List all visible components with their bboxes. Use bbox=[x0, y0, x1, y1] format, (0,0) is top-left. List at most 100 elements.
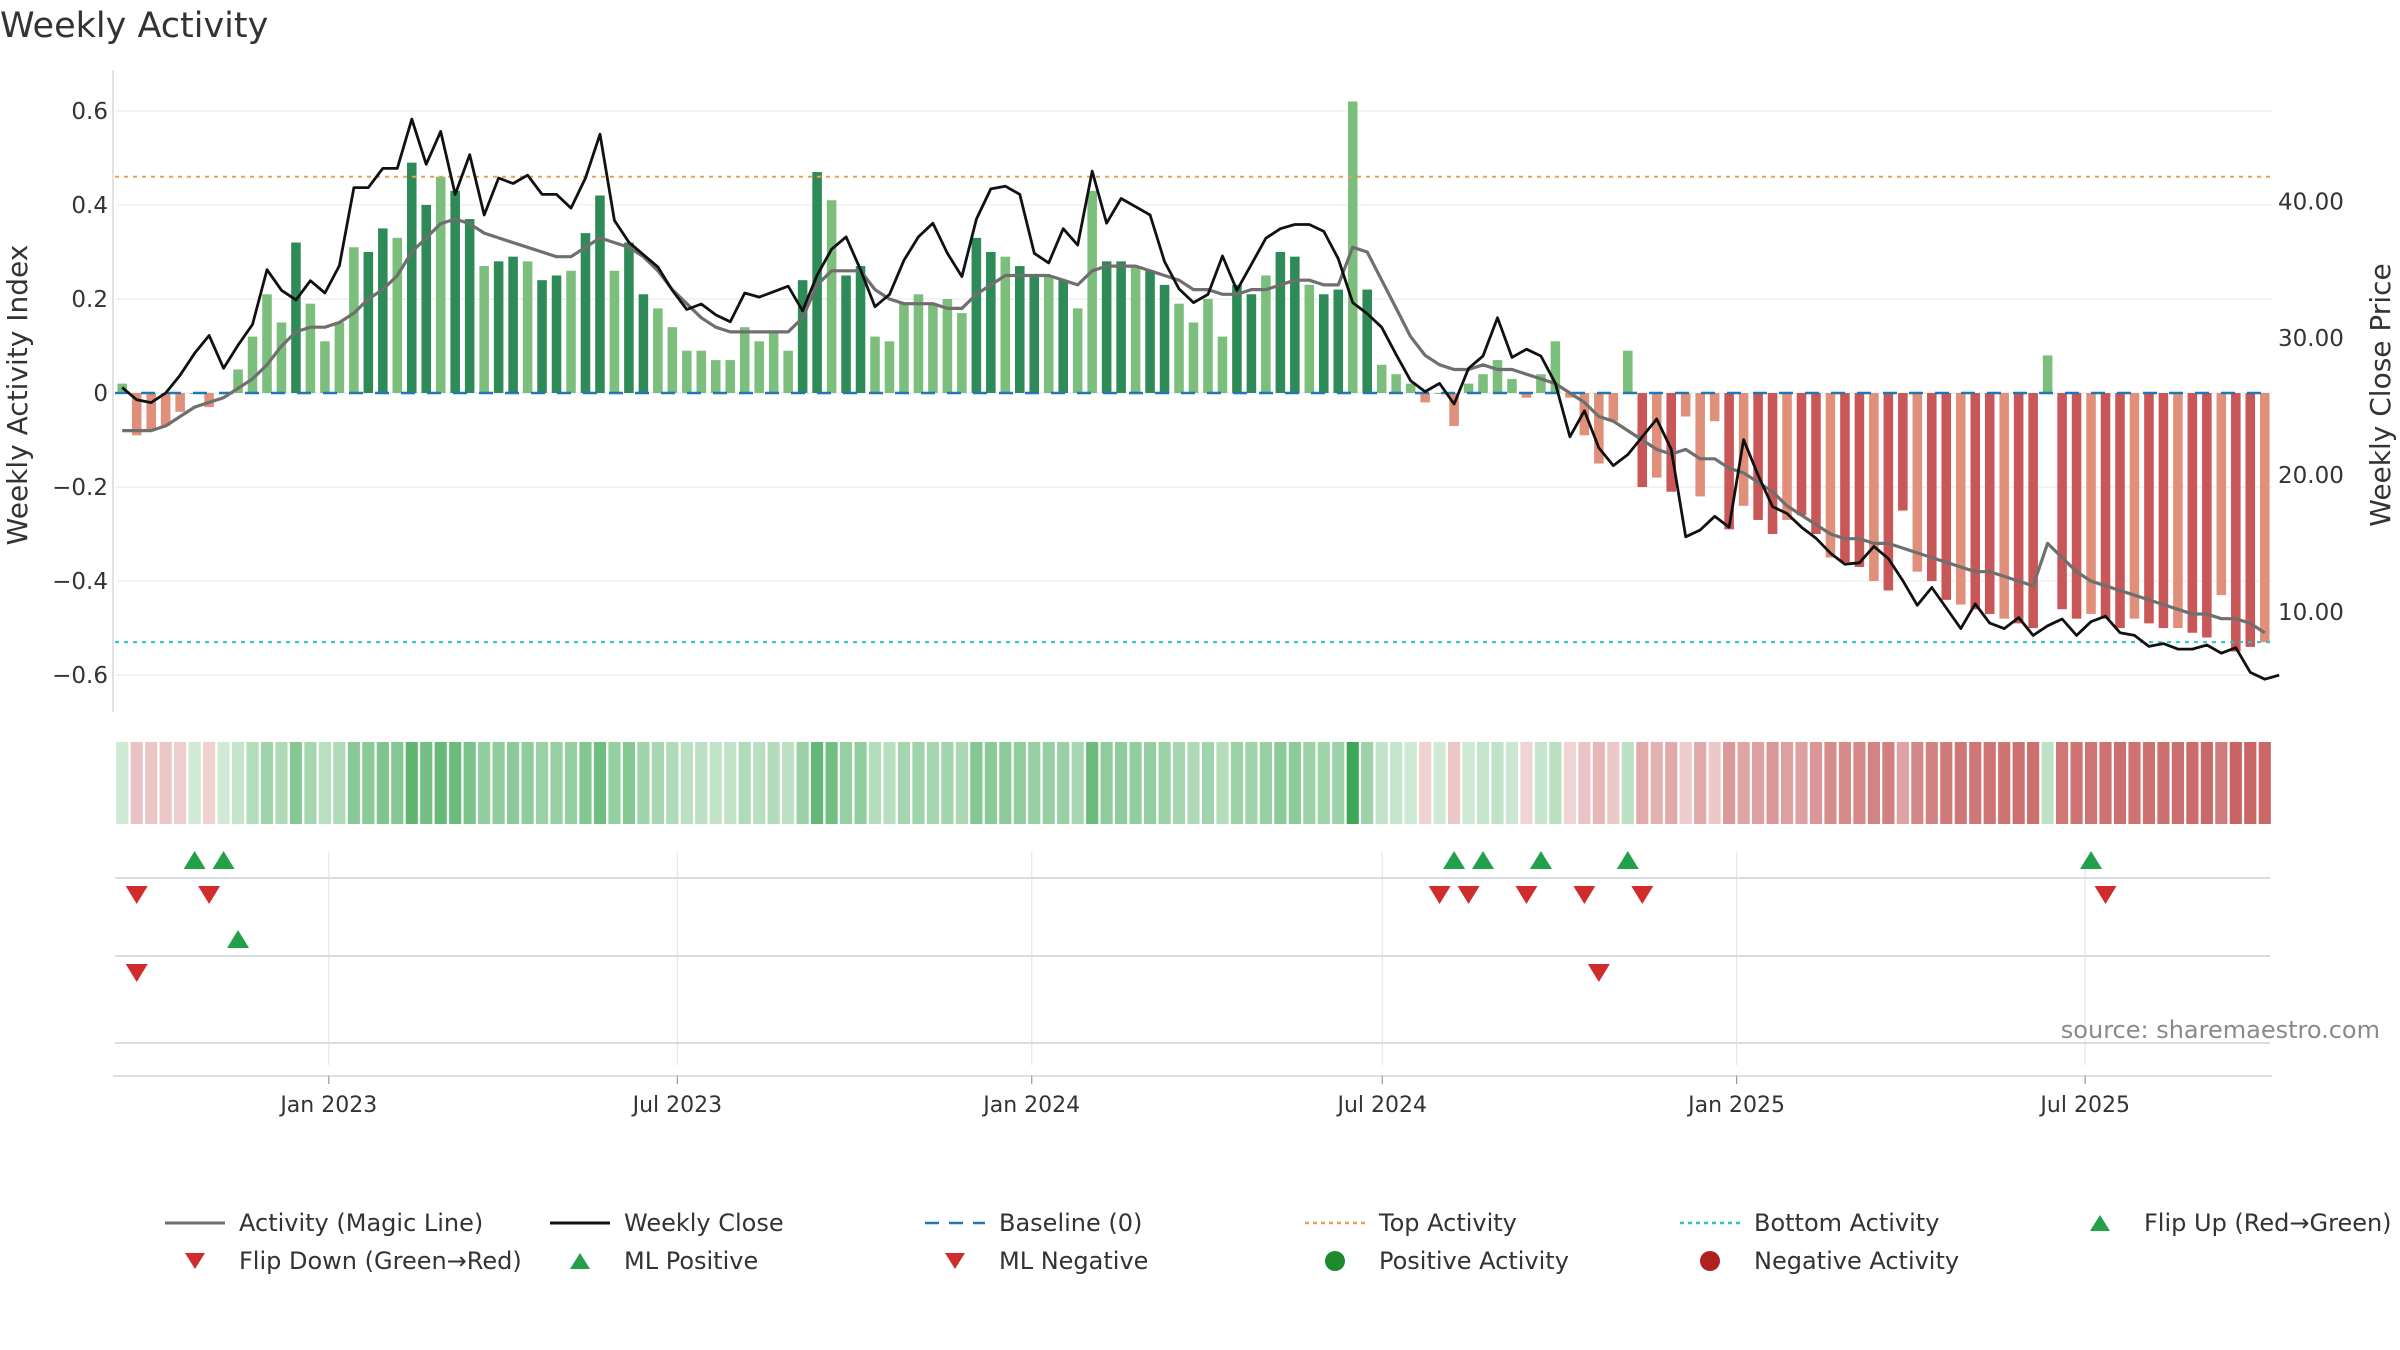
activity-bar bbox=[2013, 393, 2024, 624]
strip-cell bbox=[1245, 742, 1258, 824]
strip-cell bbox=[1462, 742, 1475, 824]
activity-bar bbox=[334, 322, 345, 393]
strip-cell bbox=[782, 742, 795, 824]
activity-bar bbox=[1043, 275, 1054, 393]
activity-bar bbox=[1101, 261, 1112, 393]
activity-bar bbox=[291, 242, 301, 393]
activity-bar bbox=[1550, 341, 1561, 393]
activity-bar bbox=[1492, 360, 1503, 393]
strip-cell bbox=[666, 742, 679, 824]
strip-cell bbox=[174, 742, 187, 824]
activity-bar bbox=[2129, 393, 2140, 619]
activity-bar bbox=[1261, 275, 1271, 393]
flip-up-marker bbox=[1529, 851, 1552, 869]
strip-cell bbox=[420, 742, 433, 824]
strip-cell bbox=[1259, 742, 1272, 824]
y-left-tick-label: 0.4 bbox=[71, 193, 108, 219]
legend-triangle-down-icon bbox=[945, 1253, 965, 1269]
activity-bar bbox=[1174, 303, 1184, 393]
legend-label: Bottom Activity bbox=[1754, 1209, 1940, 1237]
strip-cell bbox=[463, 742, 476, 824]
activity-bar bbox=[479, 266, 489, 393]
strip-cell bbox=[1433, 742, 1446, 824]
legend-circle-swatch bbox=[1325, 1251, 1345, 1271]
activity-bar bbox=[884, 341, 895, 393]
strip-cell bbox=[1853, 742, 1866, 824]
strip-cell bbox=[405, 742, 418, 824]
strip-cell bbox=[535, 742, 549, 824]
strip-cell bbox=[1491, 742, 1504, 824]
legend-item: Weekly Close bbox=[550, 1205, 784, 1241]
activity-bar bbox=[204, 393, 214, 408]
legend-triangle-up-icon bbox=[570, 1253, 590, 1269]
legend-label: ML Negative bbox=[999, 1247, 1149, 1275]
strip-cell bbox=[1057, 742, 1070, 824]
flip-down-marker bbox=[198, 886, 221, 904]
y-right-tick-label: 40.00 bbox=[2278, 189, 2344, 215]
strip-cell bbox=[478, 742, 491, 824]
flip-up-marker bbox=[2080, 851, 2103, 869]
activity-bar bbox=[1608, 393, 1619, 422]
activity-bar bbox=[1767, 393, 1778, 535]
strip-cell bbox=[622, 742, 635, 824]
activity-bar bbox=[1333, 289, 1344, 393]
strip-cell bbox=[376, 742, 389, 824]
strip-cell bbox=[680, 742, 693, 824]
price-and-magic-lines bbox=[121, 117, 2280, 681]
activity-bar bbox=[841, 275, 851, 393]
strip-cell bbox=[767, 742, 780, 824]
strip-cell bbox=[1867, 742, 1880, 824]
strip-cell bbox=[492, 742, 505, 824]
strip-cell bbox=[1346, 742, 1359, 824]
activity-bar bbox=[826, 200, 837, 393]
activity-bar bbox=[2187, 393, 2198, 633]
activity-bar bbox=[2086, 393, 2096, 614]
strip-cell bbox=[651, 742, 664, 824]
activity-bar bbox=[493, 261, 504, 393]
legend-swatch bbox=[185, 1253, 205, 1269]
activity-bar bbox=[1072, 308, 1083, 393]
strip-cell bbox=[1563, 742, 1576, 824]
flip-down-marker bbox=[125, 886, 148, 904]
flip-up-marker bbox=[1443, 851, 1466, 869]
activity-bar bbox=[2028, 393, 2038, 629]
strip-cell bbox=[897, 742, 911, 824]
strip-cell bbox=[941, 742, 954, 824]
reference-lines bbox=[115, 175, 2272, 644]
strip-cell bbox=[1375, 742, 1388, 824]
activity-bar bbox=[1999, 393, 2009, 619]
magic-line bbox=[122, 217, 2266, 635]
strip-cell bbox=[1940, 742, 1953, 824]
activity-bar bbox=[233, 369, 243, 393]
strip-cell bbox=[550, 742, 563, 824]
y-right-tick-label: 10.00 bbox=[2278, 600, 2344, 626]
activity-bar bbox=[175, 393, 185, 412]
activity-bar bbox=[1478, 374, 1488, 393]
activity-bar bbox=[2144, 393, 2154, 624]
activity-bar bbox=[682, 350, 692, 393]
legend-label: Baseline (0) bbox=[999, 1209, 1143, 1237]
ml-negative-marker bbox=[125, 964, 148, 982]
strip-cell bbox=[1983, 742, 1996, 824]
strip-cell bbox=[1969, 742, 1982, 824]
activity-bar bbox=[1666, 393, 1677, 492]
strip-cell bbox=[391, 742, 404, 824]
strip-cell bbox=[1549, 742, 1562, 824]
activity-bar bbox=[508, 256, 518, 393]
activity-bar bbox=[1623, 350, 1633, 393]
strip-cell bbox=[159, 742, 172, 824]
legend-swatch bbox=[945, 1253, 965, 1269]
legend-item: ML Negative bbox=[925, 1243, 1148, 1279]
flip-up-marker bbox=[212, 851, 235, 869]
legend-swatch bbox=[1680, 1221, 1740, 1225]
activity-bar bbox=[696, 350, 707, 393]
y-right-tick-label: 30.00 bbox=[2278, 326, 2344, 352]
activity-bar bbox=[2173, 393, 2183, 629]
activity-bar bbox=[1651, 393, 1662, 478]
activity-bar bbox=[1434, 393, 1445, 394]
activity-bar bbox=[754, 341, 764, 393]
strip-cell bbox=[2113, 742, 2127, 824]
weekly-close-line bbox=[121, 117, 2280, 681]
activity-bar bbox=[942, 298, 953, 393]
activity-bar bbox=[1159, 284, 1170, 393]
